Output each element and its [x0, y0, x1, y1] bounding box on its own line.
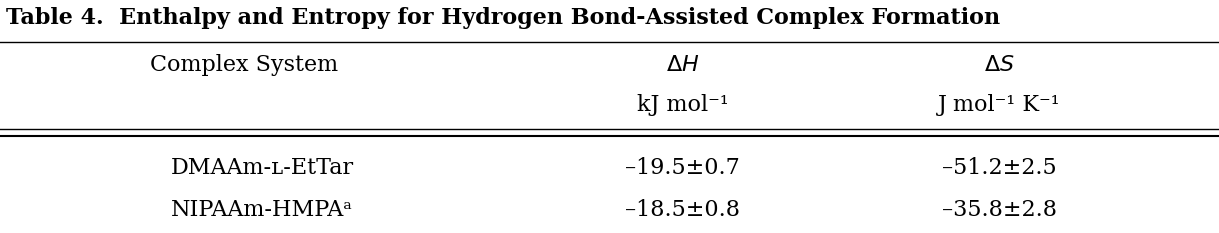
Text: NIPAAm-HMPAᵃ: NIPAAm-HMPAᵃ	[171, 199, 352, 221]
Text: kJ mol⁻¹: kJ mol⁻¹	[636, 94, 729, 116]
Text: –19.5±0.7: –19.5±0.7	[625, 157, 740, 179]
Text: –35.8±2.8: –35.8±2.8	[942, 199, 1057, 221]
Text: $\Delta H$: $\Delta H$	[666, 54, 700, 76]
Text: Table 4.  Enthalpy and Entropy for Hydrogen Bond-Assisted Complex Formation: Table 4. Enthalpy and Entropy for Hydrog…	[6, 7, 1001, 29]
Text: –18.5±0.8: –18.5±0.8	[625, 199, 740, 221]
Text: –51.2±2.5: –51.2±2.5	[942, 157, 1057, 179]
Text: $\Delta S$: $\Delta S$	[984, 54, 1015, 76]
Text: J mol⁻¹ K⁻¹: J mol⁻¹ K⁻¹	[939, 94, 1061, 116]
Text: DMAAm-ʟ-EtTar: DMAAm-ʟ-EtTar	[171, 157, 354, 179]
Text: Complex System: Complex System	[150, 54, 338, 76]
